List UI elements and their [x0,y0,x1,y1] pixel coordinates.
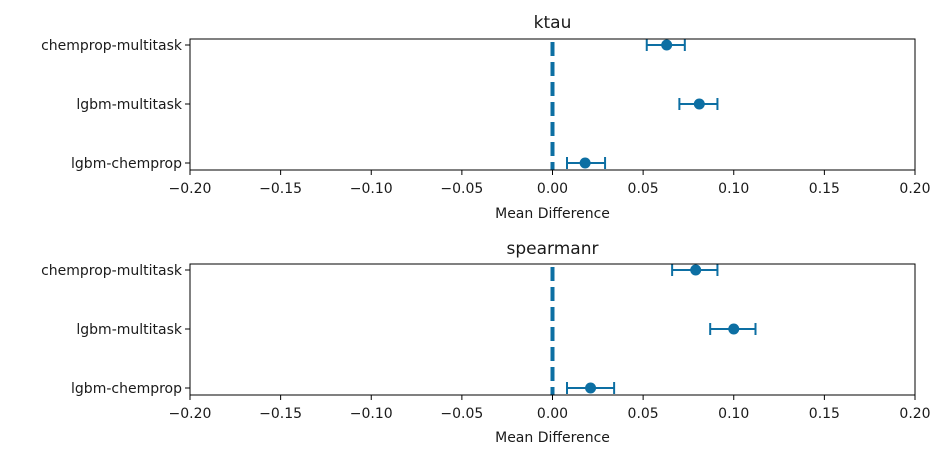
x-tick-label: −0.05 [440,406,483,422]
data-point-chemprop-multitask [690,264,702,276]
data-point-chemprop-multitask [661,39,673,51]
x-tick-label: −0.20 [169,181,212,197]
chart-panel-spearmanr: spearmanr chemprop-multitask lgbm-multitas… [41,239,931,446]
errorbar-lgbm-chemprop [566,382,616,394]
data-point-lgbm-chemprop [579,157,591,169]
chart-title: spearmanr [507,239,599,259]
x-tick-label: 0.15 [809,406,840,422]
errorbar-chemprop-multitask [645,39,686,51]
x-axis-label: Mean Difference [495,206,610,222]
data-point-lgbm-chemprop [585,382,597,394]
data-point-lgbm-multitask [693,98,705,110]
chart-panel-ktau: ktau chemprop-multitask lgbm-multitask lgbm… [41,13,931,222]
errorbar-lgbm-multitask [678,98,719,110]
y-tick-label: lgbm-chemprop [71,156,182,172]
x-tick-label: 0.20 [899,181,930,197]
y-tick-label: lgbm-chemprop [71,381,182,397]
y-tick-label: lgbm-multitask [76,97,182,113]
data-point-lgbm-multitask [728,323,740,335]
x-tick-label: −0.15 [259,406,302,422]
x-tick-label: 0.05 [628,406,659,422]
x-axis-label: Mean Difference [495,430,610,446]
x-tick-label: 0.00 [537,181,568,197]
x-tick-label: 0.00 [537,406,568,422]
x-tick-label: 0.20 [899,406,930,422]
x-tick-label: −0.05 [440,181,483,197]
x-tick-label: 0.05 [628,181,659,197]
x-tick-label: 0.15 [809,181,840,197]
chart-title: ktau [534,13,572,33]
errorbar-lgbm-chemprop [566,157,607,169]
x-tick-label: −0.20 [169,406,212,422]
errorbar-chemprop-multitask [671,264,719,276]
y-tick-label: chemprop-multitask [41,263,183,279]
x-tick-label: −0.15 [259,181,302,197]
x-tick-label: −0.10 [350,181,393,197]
y-tick-label: chemprop-multitask [41,38,183,54]
y-tick-label: lgbm-multitask [76,322,182,338]
x-tick-label: 0.10 [718,181,749,197]
panels: ktau chemprop-multitask lgbm-multitask lgbm… [41,13,931,446]
x-tick-label: −0.10 [350,406,393,422]
x-tick-label: 0.10 [718,406,749,422]
errorbar-lgbm-multitask [709,323,757,335]
